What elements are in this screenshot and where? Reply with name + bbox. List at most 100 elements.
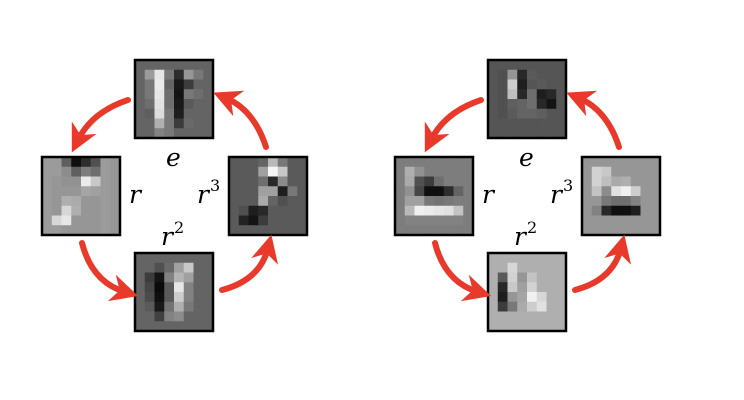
patch-pixel <box>424 196 435 207</box>
patch-pixel <box>527 262 538 273</box>
patch-pixel <box>488 311 499 322</box>
patch-pixel <box>164 108 175 119</box>
patch-pixel <box>81 186 92 197</box>
patch-pixel <box>443 166 454 177</box>
patch-pixel <box>556 292 567 303</box>
patch-pixel <box>556 108 567 119</box>
patch-pixel <box>100 225 111 236</box>
patch-pixel <box>556 301 567 312</box>
patch-pixel <box>174 321 185 332</box>
patch-pixel <box>42 205 53 216</box>
orbit-diagram-right: e r r 2 r 3 <box>393 58 662 333</box>
patch-pixel <box>51 186 62 197</box>
patch-pixel <box>183 79 194 90</box>
patch-pixel <box>183 69 194 80</box>
patch-pixel <box>229 225 240 236</box>
patch-r2 <box>486 251 568 333</box>
patch-pixel <box>144 69 155 80</box>
patch-pixel <box>154 60 165 71</box>
patch-pixel <box>497 272 508 283</box>
patch-pixel <box>611 215 622 226</box>
patch-pixel <box>424 215 435 226</box>
patch-pixel <box>61 186 72 197</box>
patch-pixel <box>611 176 622 187</box>
patch-pixel <box>507 301 518 312</box>
patch-pixel <box>395 186 406 197</box>
patch-pixel <box>434 157 445 168</box>
patch-pixel <box>453 205 464 216</box>
patch-pixel <box>248 215 259 226</box>
patch-pixel <box>287 225 298 236</box>
patch-pixel <box>51 176 62 187</box>
patch-pixel <box>203 128 214 139</box>
patch-pixel <box>203 108 214 119</box>
patch-pixel <box>135 282 146 293</box>
patch-pixel <box>414 166 425 177</box>
patch-pixel <box>144 262 155 273</box>
patch-pixel <box>488 292 499 303</box>
patch-pixel <box>42 176 53 187</box>
patch-pixel <box>61 176 72 187</box>
patch-pixel <box>71 176 82 187</box>
patch-pixel <box>90 215 101 226</box>
patch-pixel <box>154 118 165 129</box>
patch-pixel <box>497 321 508 332</box>
patch-pixel <box>395 176 406 187</box>
patch-pixel <box>582 186 593 197</box>
patch-pixel <box>497 262 508 273</box>
patch-pixel <box>414 225 425 236</box>
patch-pixel <box>248 186 259 197</box>
patch-pixel <box>193 321 204 332</box>
patch-pixel <box>517 118 528 129</box>
patch-pixel <box>144 128 155 139</box>
patch-pixel <box>556 311 567 322</box>
patch-pixel <box>193 292 204 303</box>
patch-pixel <box>591 166 602 177</box>
patch-pixel <box>144 301 155 312</box>
patch-pixel <box>258 215 269 226</box>
patch-pixel <box>443 196 454 207</box>
arrow-r-to-r2 <box>79 240 139 302</box>
patch-pixel <box>582 157 593 168</box>
patch-pixel <box>144 292 155 303</box>
patch-pixel <box>497 311 508 322</box>
patch-pixel <box>404 205 415 216</box>
patch-pixel <box>229 196 240 207</box>
patch-pixel <box>640 166 651 177</box>
label-r3: r <box>197 180 211 209</box>
patch-pixel <box>135 262 146 273</box>
patch-pixel <box>488 253 499 264</box>
patch-pixel <box>488 108 499 119</box>
patch-pixel <box>277 176 288 187</box>
label-r3-exponent: 3 <box>210 176 220 195</box>
patch-pixel <box>395 166 406 177</box>
patch-pixel <box>488 60 499 71</box>
patch-pixel <box>507 60 518 71</box>
patch-pixel <box>424 157 435 168</box>
patch-pixel <box>258 157 269 168</box>
patch-pixel <box>144 321 155 332</box>
patch-pixel <box>81 215 92 226</box>
patch-pixel <box>546 99 557 110</box>
patch-pixel <box>601 225 612 236</box>
patch-pixel <box>517 282 528 293</box>
patch-pixel <box>90 166 101 177</box>
patch-pixel <box>556 282 567 293</box>
patch-pixel <box>414 186 425 197</box>
patch-pixel <box>536 99 547 110</box>
patch-pixel <box>517 108 528 119</box>
patch-pixel <box>453 196 464 207</box>
patch-pixel <box>174 108 185 119</box>
patch-pixel <box>536 118 547 129</box>
patch-pixel <box>164 292 175 303</box>
patch-pixel <box>630 225 641 236</box>
patch-pixel <box>556 321 567 332</box>
patch-pixel <box>61 215 72 226</box>
patch-pixel <box>582 176 593 187</box>
patch-pixel <box>174 79 185 90</box>
orbit-diagram-left: e r r 2 r 3 <box>40 58 309 333</box>
patch-pixel <box>517 69 528 80</box>
patch-pixel <box>404 196 415 207</box>
patch-pixel <box>277 196 288 207</box>
patch-pixel <box>556 128 567 139</box>
